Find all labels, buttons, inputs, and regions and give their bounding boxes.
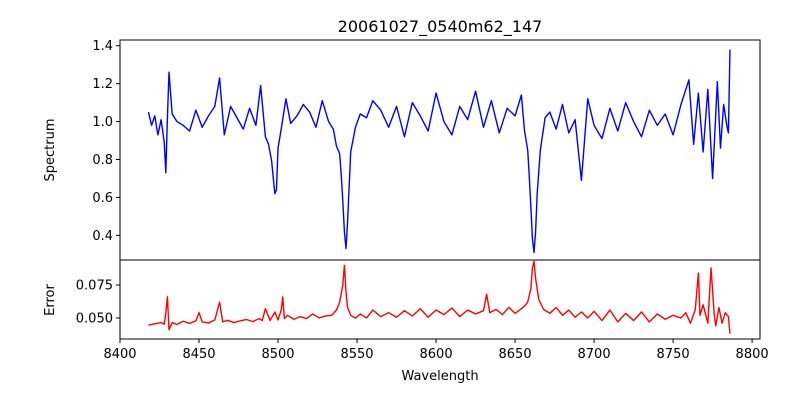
wavelength-x-axis-label: Wavelength bbox=[401, 369, 478, 384]
spectrum-series-line bbox=[147, 49, 731, 254]
wavelength-x-tick-label: 8400 bbox=[103, 347, 136, 362]
spectrum-y-tick-label: 0.6 bbox=[92, 191, 113, 206]
error-y-axis-label: Error bbox=[43, 284, 58, 316]
error-series-line bbox=[148, 260, 731, 334]
wavelength-x-tick-label: 8550 bbox=[340, 347, 373, 362]
wavelength-x-tick-label: 8450 bbox=[182, 347, 215, 362]
error-plot-area bbox=[148, 260, 731, 334]
spectrum-y-tick-label: 1.0 bbox=[92, 115, 113, 130]
spectrum-y-tick-label: 0.4 bbox=[92, 229, 113, 244]
spectrum-y-axis: 0.4 0.6 0.8 1.0 1.2 1.4 bbox=[92, 39, 120, 244]
wavelength-x-tick-label: 8500 bbox=[261, 347, 294, 362]
spectrum-y-tick-label: 1.4 bbox=[92, 39, 113, 54]
error-y-axis: 0.050 0.075 bbox=[76, 279, 120, 326]
wavelength-x-tick-label: 8750 bbox=[657, 347, 690, 362]
wavelength-x-tick-label: 8800 bbox=[736, 347, 769, 362]
spectrum-y-axis-label: Spectrum bbox=[43, 119, 58, 182]
wavelength-x-tick-label: 8650 bbox=[499, 347, 532, 362]
error-axes-frame bbox=[119, 259, 761, 340]
spectrum-y-tick-label: 1.2 bbox=[92, 77, 113, 92]
error-y-tick-label: 0.050 bbox=[76, 311, 113, 326]
wavelength-x-axis: 8400 8450 8500 8550 8600 8650 8700 8750 8800 bbox=[103, 339, 769, 362]
wavelength-x-tick-label: 8700 bbox=[578, 347, 611, 362]
spectrum-plot-area bbox=[147, 49, 731, 254]
wavelength-x-tick-label: 8600 bbox=[420, 347, 453, 362]
chart-title: 20061027_0540m62_147 bbox=[338, 17, 543, 37]
spectrum-y-tick-label: 0.8 bbox=[92, 153, 113, 168]
error-y-tick-label: 0.075 bbox=[76, 279, 113, 294]
